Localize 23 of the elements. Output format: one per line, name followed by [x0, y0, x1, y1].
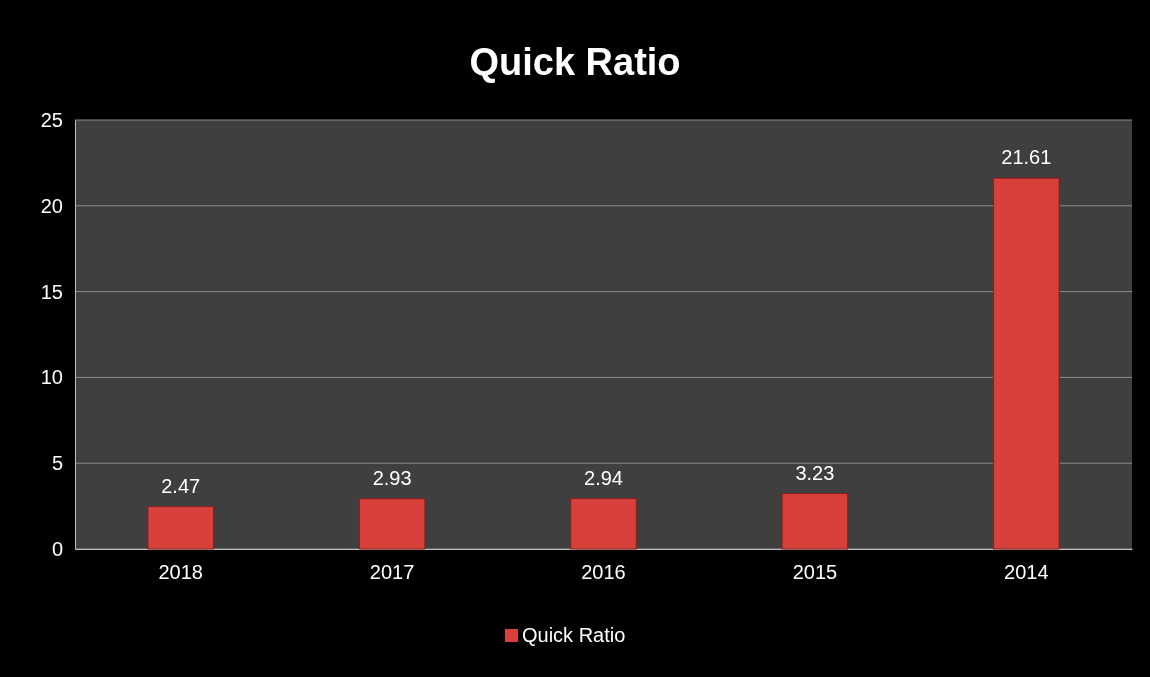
chart-title: Quick Ratio [469, 41, 681, 83]
bar [147, 506, 214, 550]
legend-label: Quick Ratio [522, 624, 626, 646]
y-tick-label: 0 [51, 537, 63, 560]
y-tick-label: 10 [40, 366, 63, 389]
bar [993, 177, 1060, 550]
y-tick-label: 20 [40, 194, 63, 217]
bar [358, 498, 426, 550]
data-label: 21.61 [1001, 146, 1052, 169]
y-tick-label: 25 [40, 108, 63, 131]
data-label: 2.93 [372, 466, 412, 489]
data-label: 2.47 [161, 474, 201, 497]
data-label: 3.23 [795, 461, 835, 484]
y-tick-label: 15 [40, 280, 63, 303]
x-tick-label: 2014 [1004, 561, 1049, 584]
x-tick-label: 2015 [792, 561, 838, 584]
data-label: 2.94 [584, 466, 623, 489]
bar [781, 493, 849, 550]
x-tick-label: 2016 [581, 561, 626, 584]
y-tick-label: 5 [51, 452, 63, 475]
bar [570, 498, 637, 550]
x-tick-label: 2018 [158, 561, 203, 584]
x-tick-label: 2017 [369, 561, 415, 584]
